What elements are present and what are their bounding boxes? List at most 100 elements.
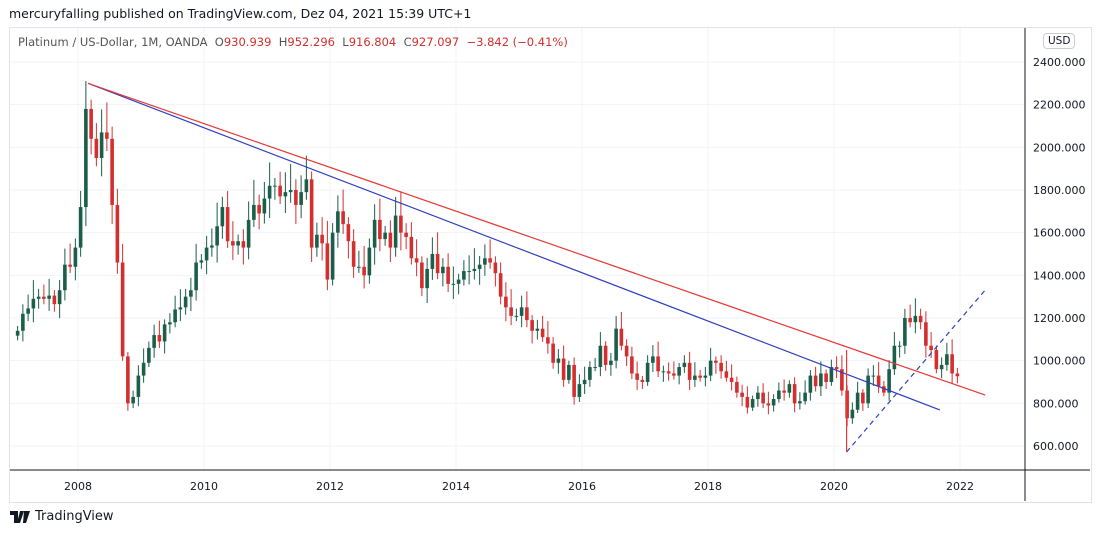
candle-body	[908, 317, 912, 323]
candle-body	[362, 266, 366, 276]
candle-body	[756, 392, 760, 400]
candle-body	[918, 315, 923, 323]
candle-body	[141, 362, 146, 376]
candle-body	[31, 298, 36, 309]
candle-body	[420, 262, 424, 289]
candle-body	[42, 296, 46, 299]
candle-body	[577, 384, 582, 397]
candle-body	[861, 392, 865, 404]
candle-body	[840, 369, 844, 391]
chart-frame	[9, 27, 1092, 503]
candle-body	[441, 266, 445, 274]
candle-body	[220, 207, 225, 227]
high-label: H	[278, 35, 288, 49]
candle-body	[252, 204, 256, 220]
candle-body	[288, 189, 293, 193]
x-tick-label: 2008	[64, 480, 92, 493]
symbol-name: Platinum / US-Dollar, 1M, OANDA	[18, 35, 208, 49]
candle-body	[99, 132, 104, 158]
candle-body	[782, 390, 786, 393]
candle-body	[855, 392, 860, 410]
candle-body	[294, 189, 298, 205]
candle-body	[115, 204, 120, 263]
x-tick-label: 2020	[820, 480, 848, 493]
candle-body	[225, 207, 230, 242]
candle-body	[231, 241, 235, 246]
candle-body	[556, 358, 561, 363]
candle-body	[666, 371, 671, 374]
candle-body	[267, 185, 272, 199]
candle-body	[829, 367, 834, 382]
candle-body	[603, 345, 608, 365]
y-tick-label: 600.000	[1033, 440, 1079, 453]
candle-body	[813, 375, 818, 387]
candle-body	[472, 268, 477, 272]
x-tick-label: 2012	[316, 480, 344, 493]
candle-body	[866, 375, 870, 404]
candle-body	[661, 371, 666, 373]
candle-body	[68, 264, 72, 267]
y-tick-label: 1400.000	[1033, 269, 1086, 282]
candle-body	[309, 179, 314, 248]
y-tick-label: 2400.000	[1033, 56, 1086, 69]
tradingview-logo-icon	[10, 510, 30, 523]
candle-body	[850, 409, 855, 419]
candle-body	[551, 343, 555, 363]
candle-body	[740, 392, 744, 397]
candle-body	[283, 192, 288, 197]
close-value: 927.097	[411, 35, 460, 49]
y-tick-label: 2000.000	[1033, 141, 1086, 154]
candle-body	[15, 330, 20, 336]
candle-body	[771, 399, 776, 406]
candle-body	[215, 226, 219, 246]
candle-body	[336, 211, 340, 233]
candle-body	[409, 236, 414, 259]
candle-body	[430, 253, 435, 269]
candle-body	[619, 328, 624, 346]
candle-body	[273, 185, 277, 187]
candle-body	[451, 283, 456, 285]
candle-body	[341, 211, 345, 225]
candle-body	[173, 309, 177, 323]
candle-body	[378, 219, 382, 240]
tradingview-logo[interactable]: TradingView	[10, 509, 114, 524]
candle-body	[236, 241, 240, 246]
candle-body	[525, 307, 529, 321]
candle-body	[777, 390, 781, 400]
candle-body	[509, 307, 513, 316]
candle-body	[94, 138, 99, 158]
candle-body	[162, 324, 167, 342]
candle-body	[399, 215, 403, 233]
candle-body	[703, 375, 708, 378]
candle-body	[425, 268, 429, 289]
candle-body	[934, 349, 939, 370]
candle-body	[178, 307, 183, 310]
candle-body	[210, 245, 214, 248]
candle-body	[131, 396, 135, 404]
candle-body	[787, 384, 792, 393]
candle-body	[183, 296, 188, 308]
candle-body	[194, 262, 198, 291]
y-tick-label: 1600.000	[1033, 227, 1086, 240]
candle-body	[735, 381, 739, 393]
candle-body	[913, 315, 918, 323]
candle-body	[656, 356, 660, 372]
brand-name: TradingView	[35, 509, 114, 524]
candle-body	[262, 198, 267, 214]
symbol-legend: Platinum / US-Dollar, 1M, OANDA O930.939…	[18, 35, 568, 49]
candle-body	[561, 358, 566, 380]
candle-body	[677, 367, 681, 376]
currency-button[interactable]: USD	[1043, 33, 1076, 49]
candle-body	[157, 335, 162, 342]
low-value: 916.804	[348, 35, 397, 49]
candle-body	[750, 399, 755, 408]
candle-body	[834, 367, 839, 370]
candle-body	[346, 224, 351, 242]
candle-body	[729, 377, 734, 382]
candle-body	[488, 258, 492, 263]
candle-body	[147, 347, 151, 363]
open-value: 930.939	[223, 35, 272, 49]
candle-body	[698, 375, 702, 378]
candle-body	[546, 337, 550, 344]
